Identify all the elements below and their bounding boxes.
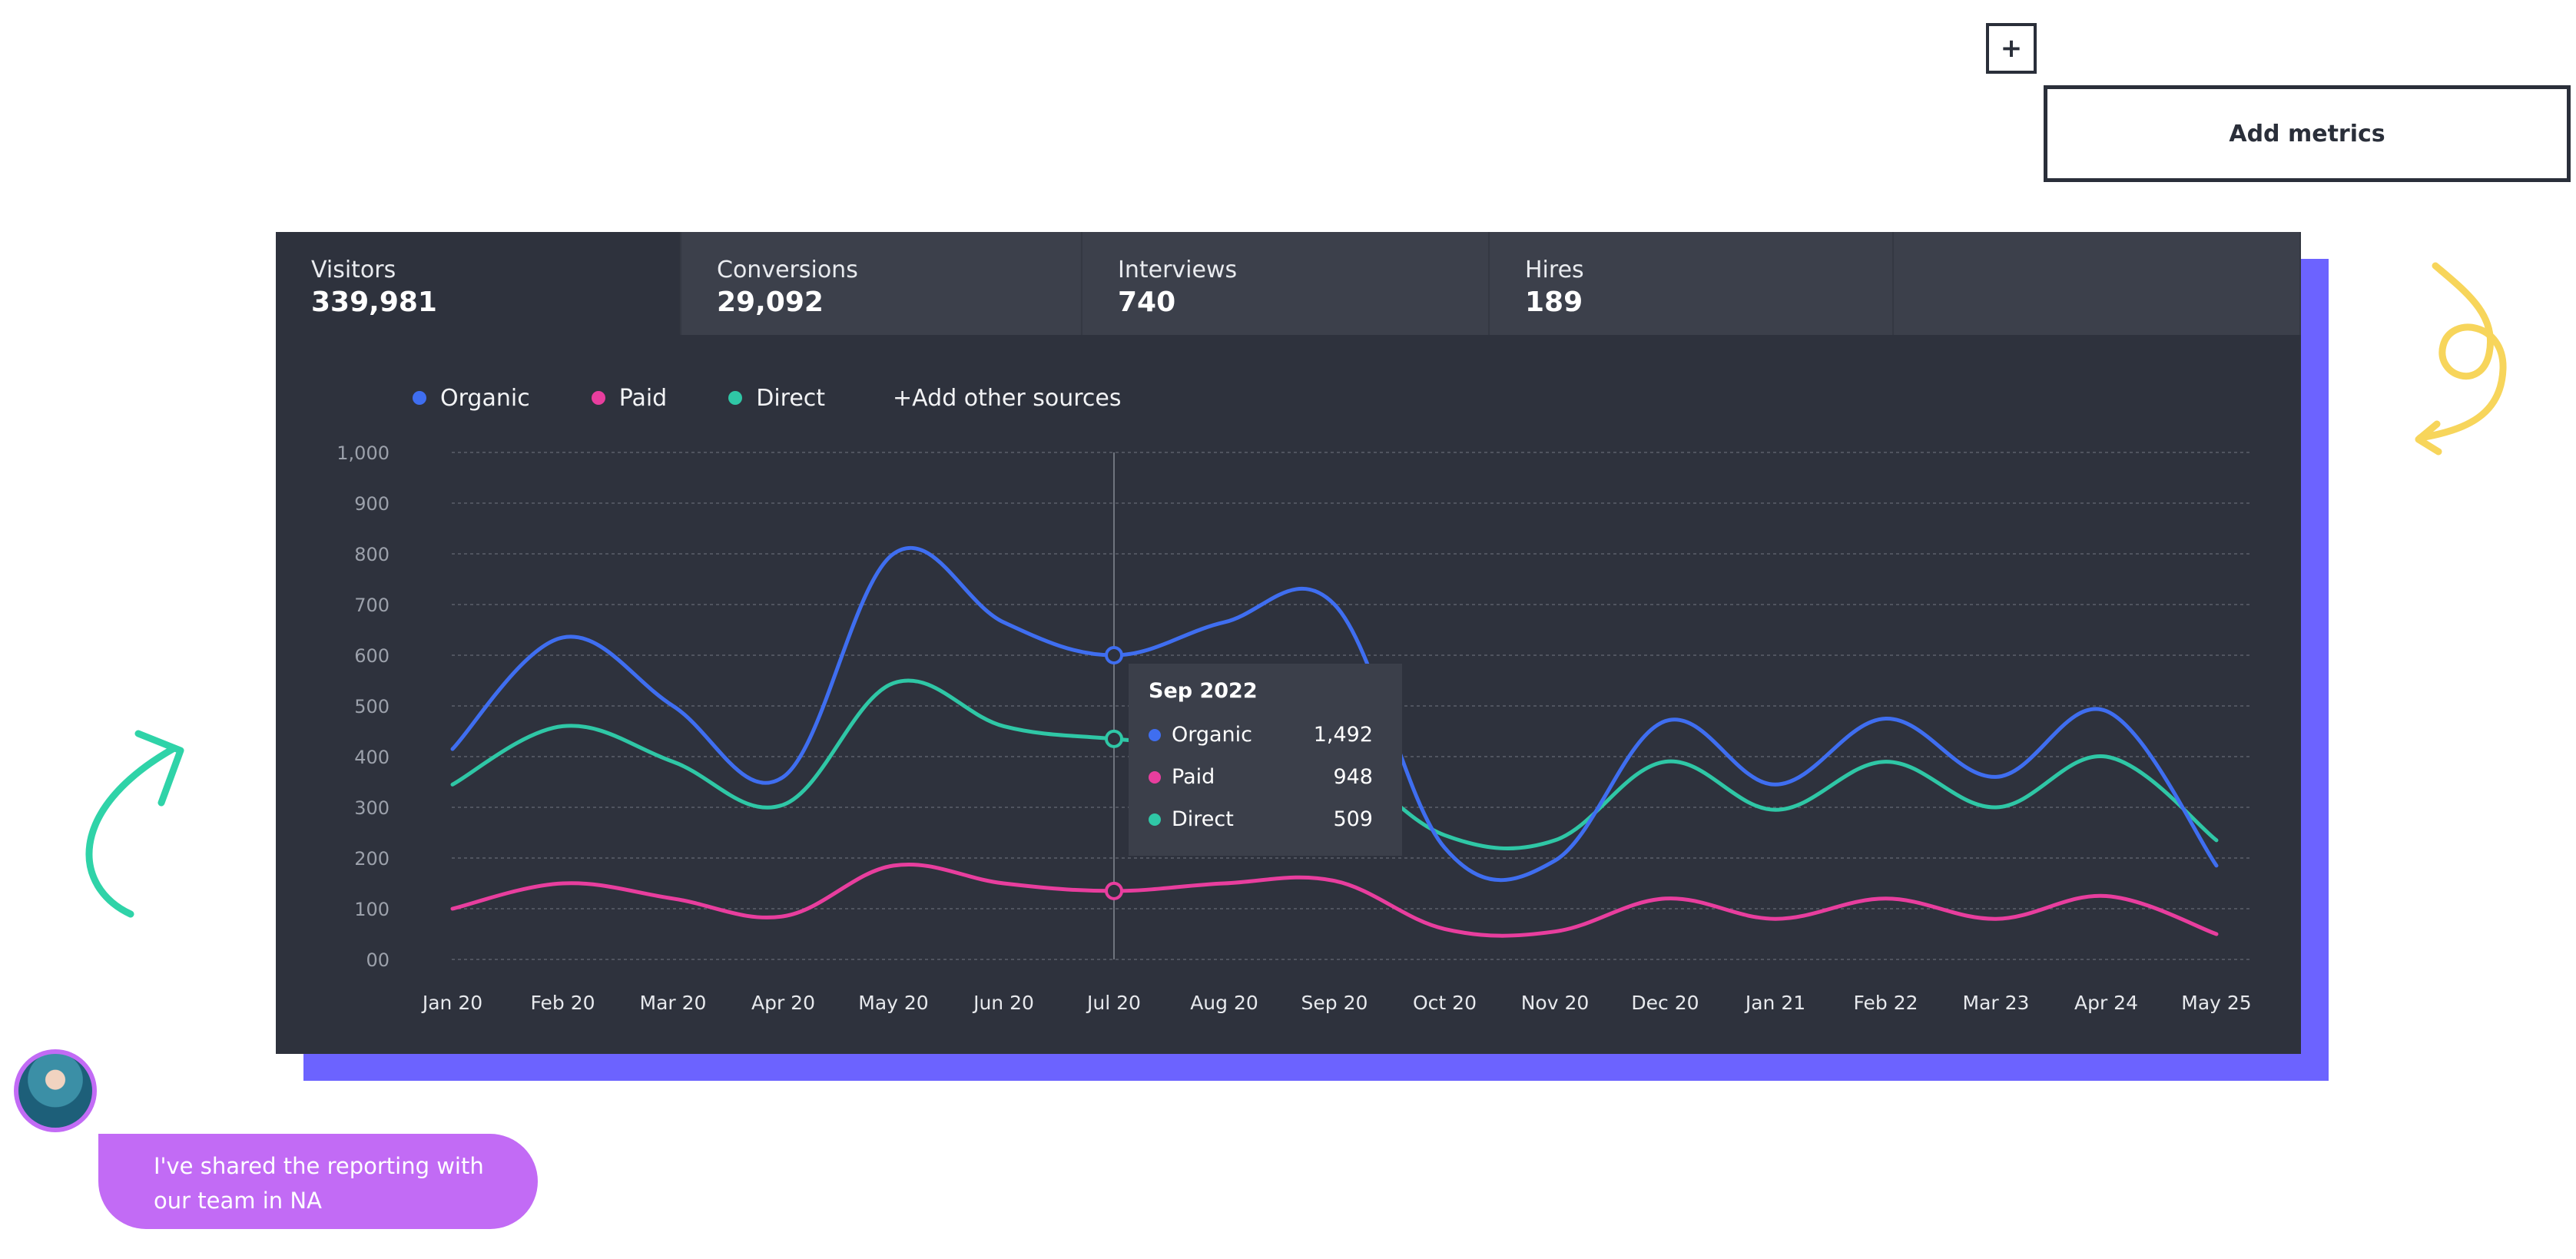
x-tick-label: Jan 20 — [421, 992, 482, 1014]
tooltip-row-name: Paid — [1172, 765, 1215, 789]
x-tick-label: Apr 24 — [2074, 992, 2138, 1014]
tab-hires[interactable]: Hires 189 — [1490, 232, 1894, 335]
legend-label: Direct — [756, 384, 826, 412]
direct-dot-icon — [1149, 813, 1161, 826]
x-tick-label: Mar 20 — [640, 992, 707, 1014]
tab-value: 339,981 — [311, 287, 437, 318]
direct-dot-icon — [728, 391, 743, 405]
add-metrics-label: Add metrics — [2229, 120, 2385, 147]
chat-message: I've shared the reporting with our team … — [154, 1153, 484, 1214]
plus-icon: + — [2000, 33, 2023, 64]
chart-legend: Organic Paid Direct +Add other sources — [413, 383, 1122, 413]
series-line-organic — [450, 545, 2219, 883]
tab-value: 740 — [1118, 287, 1176, 318]
tooltip-row-value: 948 — [1333, 765, 1373, 789]
green-arrow-doodle — [85, 730, 184, 918]
x-tick-label: Apr 20 — [751, 992, 815, 1014]
yellow-swirl-doodle — [2415, 262, 2507, 456]
y-tick-label: 600 — [354, 645, 390, 667]
y-tick-label: 800 — [354, 544, 390, 565]
metrics-panel: Visitors 339,981 Conversions 29,092 Inte… — [276, 232, 2301, 1054]
y-tick-label: 900 — [354, 493, 390, 515]
plus-button[interactable]: + — [1986, 23, 2037, 74]
tab-empty — [1894, 232, 2301, 335]
y-tick-label: 300 — [354, 797, 390, 819]
hover-point-organic — [1105, 646, 1123, 664]
tooltip-row-organic: Organic 1,492 — [1149, 714, 1373, 756]
tab-visitors[interactable]: Visitors 339,981 — [276, 232, 681, 335]
legend-item-organic[interactable]: Organic — [413, 385, 530, 412]
x-tick-label: Jan 21 — [1744, 992, 1805, 1014]
y-tick-label: 200 — [354, 848, 390, 870]
tooltip-row-name: Direct — [1172, 807, 1234, 831]
x-tick-label: Sep 20 — [1301, 992, 1368, 1014]
y-tick-label: 100 — [354, 899, 390, 920]
x-tick-label: Mar 23 — [1963, 992, 2030, 1014]
series-line-paid — [450, 862, 2219, 938]
x-tick-label: May 20 — [858, 992, 928, 1014]
tooltip-row-value: 1,492 — [1313, 723, 1373, 747]
legend-label: Organic — [440, 384, 530, 412]
tooltip-title: Sep 2022 — [1149, 679, 1258, 703]
y-tick-label: 500 — [354, 696, 390, 717]
tab-interviews[interactable]: Interviews 740 — [1082, 232, 1490, 335]
avatar[interactable] — [14, 1049, 97, 1132]
hover-point-paid — [1105, 881, 1123, 900]
chart-tooltip: Sep 2022 Organic 1,492 Paid 948 Direct 5… — [1129, 664, 1402, 856]
tab-label: Interviews — [1118, 257, 1238, 283]
paid-dot-icon — [591, 391, 605, 405]
add-other-sources-link[interactable]: +Add other sources — [893, 384, 1122, 412]
tooltip-row-paid: Paid 948 — [1149, 756, 1373, 798]
x-tick-label: Aug 20 — [1190, 992, 1258, 1014]
metric-tabs: Visitors 339,981 Conversions 29,092 Inte… — [276, 232, 2301, 335]
x-tick-label: Dec 20 — [1631, 992, 1699, 1014]
legend-label: Paid — [618, 384, 668, 412]
tooltip-row-value: 509 — [1333, 807, 1373, 831]
x-tick-label: Feb 20 — [530, 992, 595, 1014]
line-chart: 1,000 900 800 700 600 500 400 300 200 100 00 Jan 20… — [337, 442, 2253, 1014]
tooltip-row-direct: Direct 509 — [1149, 798, 1373, 840]
tab-label: Conversions — [717, 257, 858, 283]
x-tick-label: Nov 20 — [1521, 992, 1590, 1014]
y-tick-label: 1,000 — [337, 442, 390, 464]
x-tick-label: Jul 20 — [1086, 992, 1141, 1014]
tab-value: 189 — [1525, 287, 1583, 318]
x-tick-label: Oct 20 — [1413, 992, 1477, 1014]
y-tick-label: 400 — [354, 747, 390, 768]
add-metrics-button[interactable]: Add metrics — [2044, 85, 2571, 182]
paid-dot-icon — [1149, 770, 1161, 784]
tab-value: 29,092 — [717, 287, 824, 318]
organic-dot-icon — [413, 391, 426, 405]
legend-item-direct[interactable]: Direct — [728, 385, 825, 412]
tab-label: Visitors — [311, 257, 396, 283]
chat-bubble: I've shared the reporting with our team … — [98, 1134, 538, 1229]
hover-point-direct — [1105, 729, 1123, 748]
avatar-photo — [18, 1054, 92, 1128]
legend-item-paid[interactable]: Paid — [591, 384, 668, 412]
x-tick-label: May 25 — [2181, 992, 2251, 1014]
tab-conversions[interactable]: Conversions 29,092 — [681, 232, 1082, 335]
x-tick-label: Jun 20 — [972, 992, 1034, 1014]
y-tick-label: 700 — [354, 595, 390, 616]
tooltip-row-name: Organic — [1172, 723, 1253, 747]
organic-dot-icon — [1149, 728, 1161, 741]
x-tick-label: Feb 22 — [1853, 992, 1918, 1014]
y-tick-label: 00 — [366, 949, 390, 971]
tab-label: Hires — [1525, 257, 1584, 283]
